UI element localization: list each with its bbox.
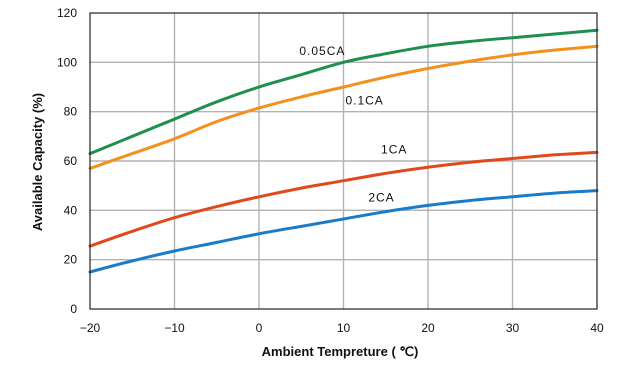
series-label-2ca: 2CA [368,191,394,205]
series-label-0-05ca: 0.05CA [299,44,345,58]
y-axis-title: Available Capacity (%) [30,93,45,231]
x-tick-label: 10 [337,321,351,335]
series-line-0-1ca [88,44,599,170]
y-tick-label: 100 [57,55,77,69]
x-tick-label: −10 [164,321,185,335]
x-tick-label: 0 [256,321,263,335]
y-tick-label: 120 [57,6,77,20]
x-tick-label: 30 [506,321,520,335]
y-tick-label: 60 [64,154,78,168]
series-line-1ca [88,150,599,248]
plot-area-border [89,12,598,310]
x-axis-title: Ambient Tempreture ( ℃) [262,344,419,359]
x-tick-label: −20 [80,321,101,335]
series-line-0-05ca [88,28,599,156]
y-tick-label: 0 [70,302,77,316]
series-labels: 0.05CA 0.1CA 1CA 2CA [299,44,407,205]
series-label-1ca: 1CA [381,143,407,157]
y-tick-label: 80 [64,105,78,119]
y-axis-ticks: 0 20 40 60 80 100 120 [57,6,77,316]
series-line-2ca [88,189,599,274]
x-tick-label: 40 [590,321,604,335]
y-tick-label: 20 [64,253,78,267]
series-lines [88,28,599,274]
x-axis-ticks: −20 −10 0 10 20 30 40 [80,321,604,335]
series-label-0-1ca: 0.1CA [345,93,383,107]
y-tick-label: 40 [64,203,78,217]
x-tick-label: 20 [421,321,435,335]
